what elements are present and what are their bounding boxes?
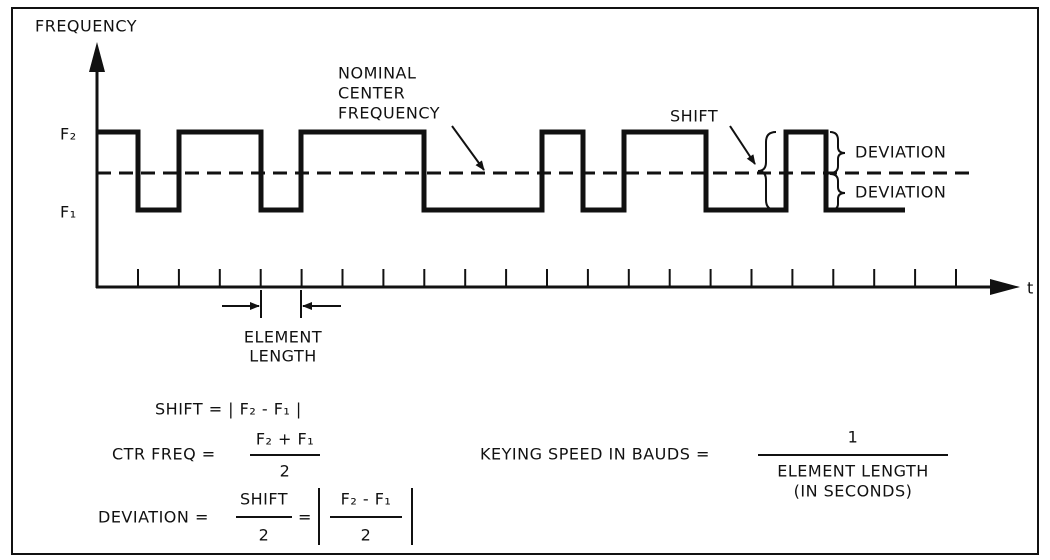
- formula-denominator: 2: [361, 526, 372, 545]
- formula-equals: =: [298, 508, 312, 527]
- x-axis-label: t: [1027, 279, 1034, 298]
- x-axis-arrow: [990, 279, 1020, 295]
- formula-numerator: 1: [848, 428, 859, 447]
- f1-label: F₁: [60, 203, 77, 222]
- formula-label: DEVIATION =: [98, 508, 209, 527]
- y-axis-arrow: [89, 42, 105, 72]
- annotation-text: CENTER: [338, 84, 405, 103]
- formula-denominator: 2: [280, 462, 291, 481]
- annotation-text: DEVIATION: [855, 183, 946, 202]
- frame: [11, 7, 1039, 555]
- deviation-brace: [829, 131, 846, 174]
- formula-denominator: 2: [259, 526, 270, 545]
- annotation-text: LENGTH: [249, 347, 317, 366]
- annotation-text: NOMINAL: [338, 64, 416, 83]
- annotation-text: SHIFT: [670, 107, 718, 126]
- formula-denominator: (IN SECONDS): [794, 482, 913, 501]
- formula-label: CTR FREQ =: [112, 445, 216, 464]
- y-axis-label: FREQUENCY: [35, 17, 137, 36]
- formula-numerator: F₂ + F₁: [256, 430, 314, 449]
- deviation-brace: [829, 173, 846, 211]
- shift-brace: [757, 131, 777, 211]
- pointer-arrow: [451, 125, 485, 171]
- formula-label: KEYING SPEED IN BAUDS =: [480, 445, 710, 464]
- formula-numerator: SHIFT: [240, 490, 288, 509]
- formula: SHIFT = | F₂ - F₁ |: [155, 400, 302, 419]
- annotation-text: ELEMENT: [244, 328, 322, 347]
- formula-denominator: ELEMENT LENGTH: [777, 462, 929, 481]
- annotation-text: DEVIATION: [855, 143, 946, 162]
- fsk-waveform: [97, 129, 905, 213]
- time-ticks: [137, 269, 957, 287]
- formula-numerator: F₂ - F₁: [341, 490, 392, 509]
- annotation-text: FREQUENCY: [338, 104, 440, 123]
- pointer-arrow: [729, 125, 756, 165]
- f2-label: F₂: [60, 125, 77, 144]
